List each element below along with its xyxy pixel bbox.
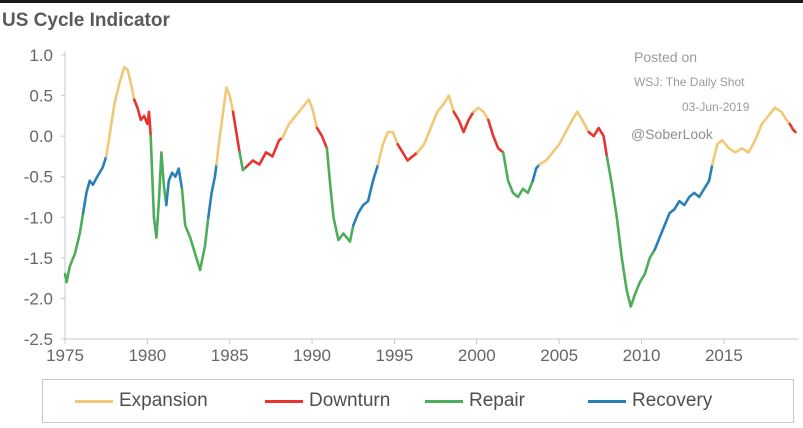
series-segment-recovery [207, 163, 218, 219]
legend-item-downturn: Downturn [265, 390, 390, 412]
legend-item-recovery: Recovery [588, 390, 712, 412]
series-segment-repair [238, 151, 248, 172]
annotation-source: WSJ: The Daily Shot [634, 75, 745, 89]
series-segment-expansion [215, 86, 235, 166]
legend-swatch [588, 399, 626, 403]
annotation-handle: @SoberLook [631, 126, 713, 142]
series-segment-expansion [376, 130, 399, 166]
series-segment-expansion [104, 65, 136, 158]
series-segment-expansion [711, 106, 792, 166]
x-tick-label: 1980 [128, 346, 166, 365]
series-segment-recovery [352, 163, 380, 227]
series-segment-repair [149, 134, 168, 239]
chart-title: US Cycle Indicator [2, 10, 170, 31]
x-tick-label: 1990 [293, 346, 331, 365]
series-segment-downturn [244, 136, 284, 169]
legend-swatch [425, 399, 463, 403]
legend-label: Recovery [632, 390, 713, 411]
x-tick-label: 2010 [623, 346, 661, 365]
legend-item-repair: Repair [425, 390, 525, 412]
y-tick-label: 1.0 [29, 46, 53, 65]
series-segment-downturn [396, 143, 419, 162]
legend-swatch [75, 399, 113, 403]
legend-label: Expansion [119, 390, 208, 411]
series-segment-repair [180, 187, 210, 272]
series-segment-expansion [281, 98, 319, 140]
series-segment-recovery [531, 163, 541, 183]
y-tick-label: -1.5 [24, 249, 53, 268]
annotation-date: 03-Jun-2019 [682, 100, 750, 114]
series-segment-expansion [472, 106, 490, 122]
series-segment-repair [325, 147, 355, 243]
series-segment-downturn [587, 126, 609, 158]
y-tick-label: -1.0 [24, 208, 53, 227]
y-tick-label: -2.0 [24, 289, 53, 308]
y-tick-label: 0.5 [29, 87, 53, 106]
series-segment-repair [605, 155, 656, 308]
y-tick-label: -0.5 [24, 168, 53, 187]
legend-label: Repair [469, 390, 525, 411]
x-tick-label: 1975 [46, 346, 84, 365]
y-tick-label: 0.0 [29, 127, 53, 146]
x-tick-label: 2005 [540, 346, 578, 365]
x-tick-label: 2000 [458, 346, 496, 365]
series-segment-downturn [487, 118, 505, 154]
series-segment-downturn [231, 110, 241, 154]
series-segment-downturn [132, 98, 152, 138]
x-tick-label: 2015 [705, 346, 743, 365]
series-segment-repair [63, 211, 85, 284]
legend-swatch [265, 399, 303, 403]
legend-label: Downturn [309, 390, 391, 411]
series-segment-downturn [315, 126, 329, 150]
annotation-posted: Posted on [634, 49, 698, 65]
x-tick-label: 1995 [376, 346, 414, 365]
series-segment-expansion [538, 110, 591, 166]
legend-item-expansion: Expansion [75, 390, 208, 412]
series-segment-recovery [653, 163, 714, 251]
series-segment-recovery [165, 167, 184, 207]
series-segment-recovery [81, 155, 108, 215]
series-segment-expansion [416, 94, 455, 154]
x-tick-label: 1985 [211, 346, 249, 365]
series-segment-repair [501, 151, 535, 199]
chart-legend: Expansion Downturn Repair Recovery [42, 379, 794, 423]
y-tick-label: -2.5 [24, 330, 53, 349]
series-segment-downturn [452, 110, 475, 134]
series-segment-downturn [788, 122, 797, 134]
